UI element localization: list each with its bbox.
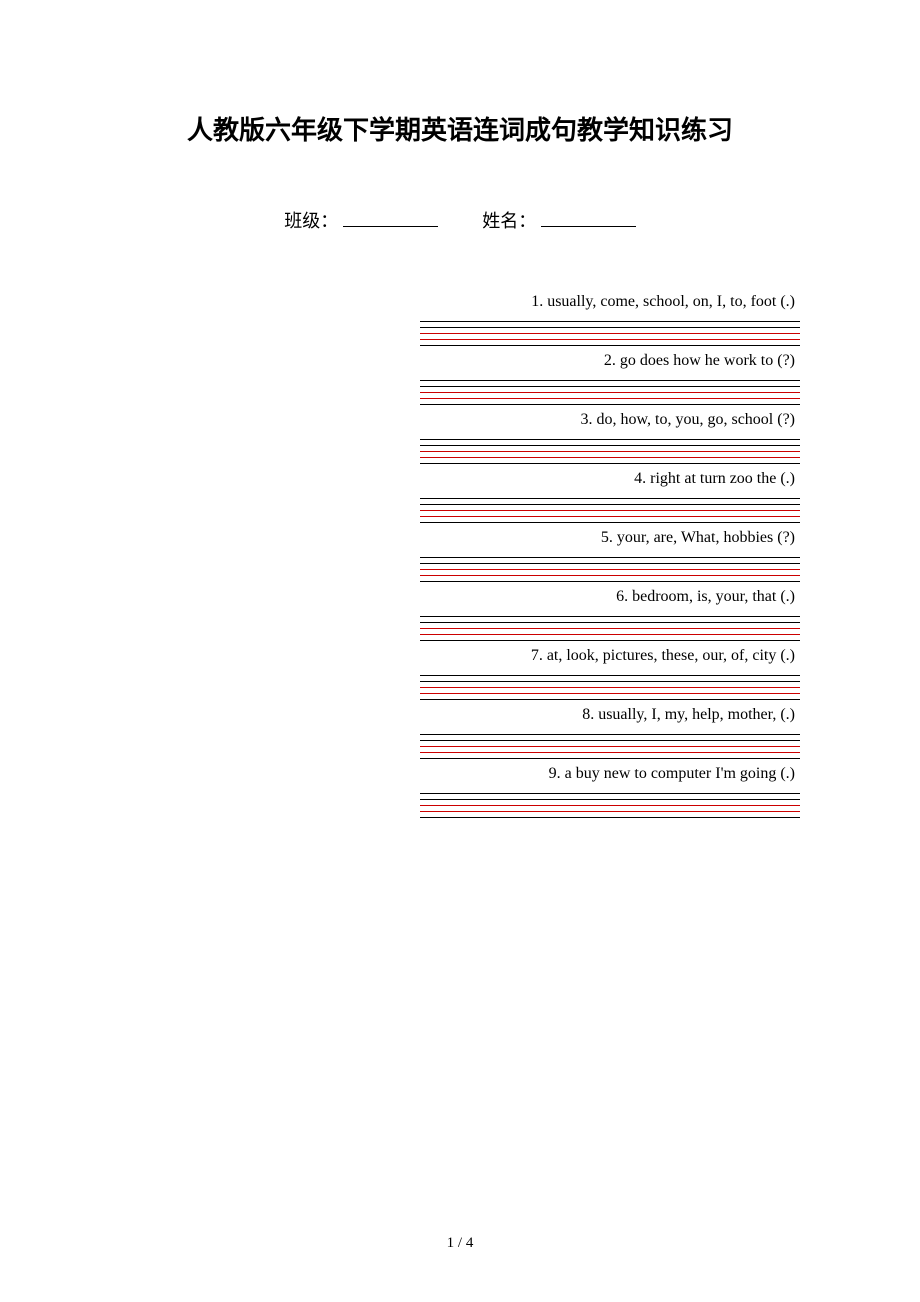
answer-lines[interactable]: [420, 793, 800, 818]
answer-line: [420, 327, 800, 328]
answer-line: [420, 793, 800, 794]
answer-line: [420, 746, 800, 747]
answer-line: [420, 463, 800, 464]
answer-lines[interactable]: [420, 439, 800, 464]
answer-line: [420, 321, 800, 322]
answer-lines[interactable]: [420, 616, 800, 641]
questions-container: 1. usually, come, school, on, I, to, foo…: [420, 293, 800, 818]
answer-line: [420, 681, 800, 682]
answer-lines[interactable]: [420, 675, 800, 700]
question-text: 4. right at turn zoo the (.): [420, 470, 800, 488]
answer-line: [420, 740, 800, 741]
answer-line: [420, 693, 800, 694]
name-label: 姓名：: [482, 207, 536, 233]
answer-line: [420, 404, 800, 405]
question-item: 6. bedroom, is, your, that (.): [420, 588, 800, 641]
answer-line: [420, 569, 800, 570]
page-number: 1 / 4: [0, 1235, 920, 1252]
answer-line: [420, 805, 800, 806]
question-item: 7. at, look, pictures, these, our, of, c…: [420, 647, 800, 700]
answer-line: [420, 392, 800, 393]
answer-line: [420, 563, 800, 564]
answer-lines[interactable]: [420, 557, 800, 582]
answer-line: [420, 734, 800, 735]
answer-line: [420, 817, 800, 818]
answer-lines[interactable]: [420, 498, 800, 523]
answer-line: [420, 333, 800, 334]
answer-line: [420, 457, 800, 458]
answer-line: [420, 516, 800, 517]
question-item: 1. usually, come, school, on, I, to, foo…: [420, 293, 800, 346]
question-item: 4. right at turn zoo the (.): [420, 470, 800, 523]
answer-line: [420, 675, 800, 676]
class-label: 班级：: [284, 207, 338, 233]
answer-line: [420, 522, 800, 523]
worksheet-page: 人教版六年级下学期英语连词成句教学知识练习 班级： 姓名： 1. usually…: [0, 0, 920, 1302]
class-input-line[interactable]: [343, 207, 438, 227]
answer-line: [420, 634, 800, 635]
answer-line: [420, 451, 800, 452]
question-item: 2. go does how he work to (?): [420, 352, 800, 405]
student-info-row: 班级： 姓名：: [120, 207, 800, 233]
answer-line: [420, 622, 800, 623]
question-text: 6. bedroom, is, your, that (.): [420, 588, 800, 606]
answer-line: [420, 398, 800, 399]
answer-line: [420, 581, 800, 582]
answer-line: [420, 616, 800, 617]
question-item: 3. do, how, to, you, go, school (?): [420, 411, 800, 464]
answer-line: [420, 758, 800, 759]
question-text: 5. your, are, What, hobbies (?): [420, 529, 800, 547]
answer-lines[interactable]: [420, 734, 800, 759]
answer-line: [420, 345, 800, 346]
question-text: 1. usually, come, school, on, I, to, foo…: [420, 293, 800, 311]
question-text: 8. usually, I, my, help, mother, (.): [420, 706, 800, 724]
name-input-line[interactable]: [541, 207, 636, 227]
answer-line: [420, 386, 800, 387]
question-text: 9. a buy new to computer I'm going (.): [420, 765, 800, 783]
answer-line: [420, 498, 800, 499]
answer-lines[interactable]: [420, 380, 800, 405]
answer-line: [420, 811, 800, 812]
page-title: 人教版六年级下学期英语连词成句教学知识练习: [120, 110, 800, 147]
question-item: 8. usually, I, my, help, mother, (.): [420, 706, 800, 759]
question-text: 2. go does how he work to (?): [420, 352, 800, 370]
answer-line: [420, 445, 800, 446]
answer-line: [420, 640, 800, 641]
question-item: 9. a buy new to computer I'm going (.): [420, 765, 800, 818]
answer-line: [420, 380, 800, 381]
answer-line: [420, 339, 800, 340]
question-item: 5. your, are, What, hobbies (?): [420, 529, 800, 582]
answer-line: [420, 799, 800, 800]
answer-line: [420, 439, 800, 440]
answer-line: [420, 687, 800, 688]
answer-lines[interactable]: [420, 321, 800, 346]
question-text: 7. at, look, pictures, these, our, of, c…: [420, 647, 800, 665]
answer-line: [420, 752, 800, 753]
answer-line: [420, 557, 800, 558]
answer-line: [420, 504, 800, 505]
answer-line: [420, 628, 800, 629]
answer-line: [420, 699, 800, 700]
question-text: 3. do, how, to, you, go, school (?): [420, 411, 800, 429]
answer-line: [420, 575, 800, 576]
answer-line: [420, 510, 800, 511]
